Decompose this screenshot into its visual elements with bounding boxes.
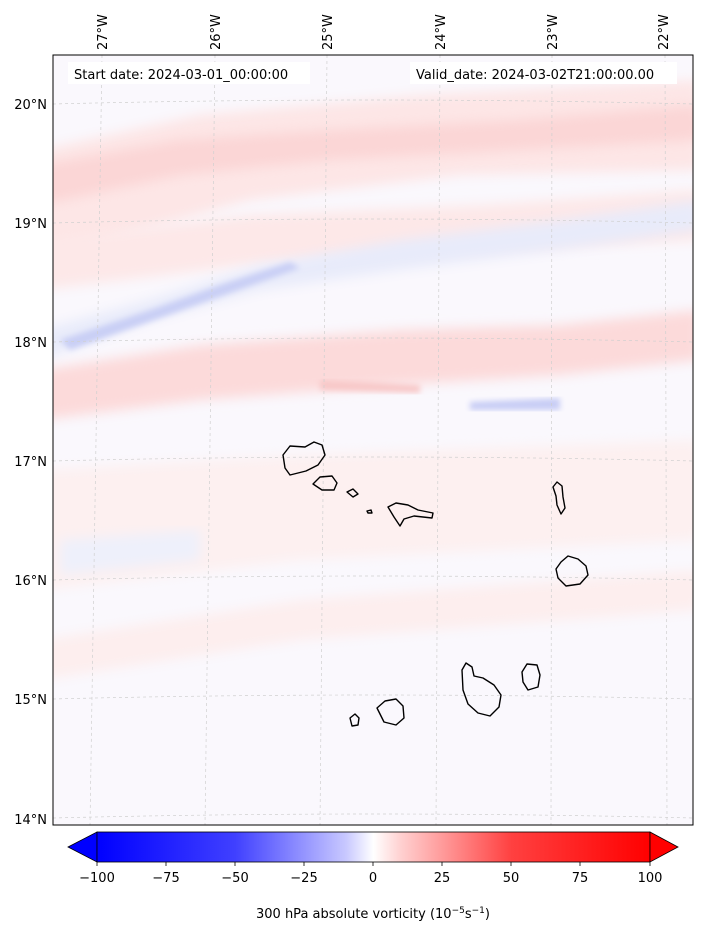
fogo-island [376,698,405,726]
lat-label-16n: 16°N [14,574,47,589]
cb-tick-label: −75 [152,871,179,886]
positive-band-mid [53,190,693,289]
brava-island [349,713,360,727]
negative-band-core [60,262,300,350]
cb-tick-label: −50 [221,871,248,886]
lat-label-18n: 18°N [14,336,47,351]
santa-luzia-island [346,488,359,498]
lon-label-22w: 22°W [657,14,672,50]
faint-positive-south [53,440,693,589]
cb-tick-label: −100 [79,871,115,886]
santiago-island [461,662,502,717]
valid-date-box [410,62,677,84]
lat-label-14n: 14°N [14,813,47,828]
boa-vista-island [555,555,589,587]
colorbar-title: 300 hPa absolute vorticity (10−5s−1) [256,906,490,922]
sao-nicolau-island [387,502,434,527]
lat-label-15n: 15°N [14,693,47,708]
latitude-labels: 20°N 19°N 18°N 17°N 16°N 15°N 14°N [14,98,47,828]
gridlines [53,55,693,825]
negative-streak [470,398,560,410]
colorbar-extend-left [67,831,98,863]
sal-island [552,481,566,515]
cb-tick-label: −25 [290,871,317,886]
lon-label-26w: 26°W [209,14,224,50]
positive-band-central [53,310,693,419]
faint-negative-south [60,530,200,575]
colorbar-gradient [96,831,651,863]
santo-antao-island [282,441,326,476]
islands [282,441,589,727]
map-frame [52,54,694,826]
colorbar: −100 −75 −50 −25 0 25 50 75 100 300 hPa … [67,831,679,922]
start-date-label: Start date: 2024-03-01_00:00:00 [74,68,288,83]
vorticity-field [53,80,693,678]
valid-date-label: Valid_date: 2024-03-02T21:00:00.00 [416,68,654,83]
lon-label-25w: 25°W [321,14,336,50]
lat-label-19n: 19°N [14,217,47,232]
cb-tick-label: 50 [503,871,520,886]
maio-island [521,663,541,691]
positive-band-central-core [320,380,420,393]
colorbar-extend-right [649,831,679,863]
negative-band [53,201,693,356]
lat-label-17n: 17°N [14,455,47,470]
map-panel [53,55,693,825]
cb-tick-label: 75 [572,871,589,886]
longitude-labels: 27°W 26°W 25°W 24°W 23°W 22°W [96,14,672,50]
cb-tick-label: 0 [369,871,377,886]
cb-tick-label: 100 [638,871,663,886]
lon-label-24w: 24°W [434,14,449,50]
lat-label-20n: 20°N [14,98,47,113]
branco-islet [366,509,373,514]
start-date-box [68,62,310,84]
cb-tick-label: 25 [434,871,451,886]
lon-label-23w: 23°W [546,14,561,50]
positive-band-north-core [53,105,693,203]
faint-positive-south-2 [53,570,693,678]
lon-label-27w: 27°W [96,14,111,50]
sao-vicente-island [312,475,338,491]
colorbar-ticks [96,862,651,866]
